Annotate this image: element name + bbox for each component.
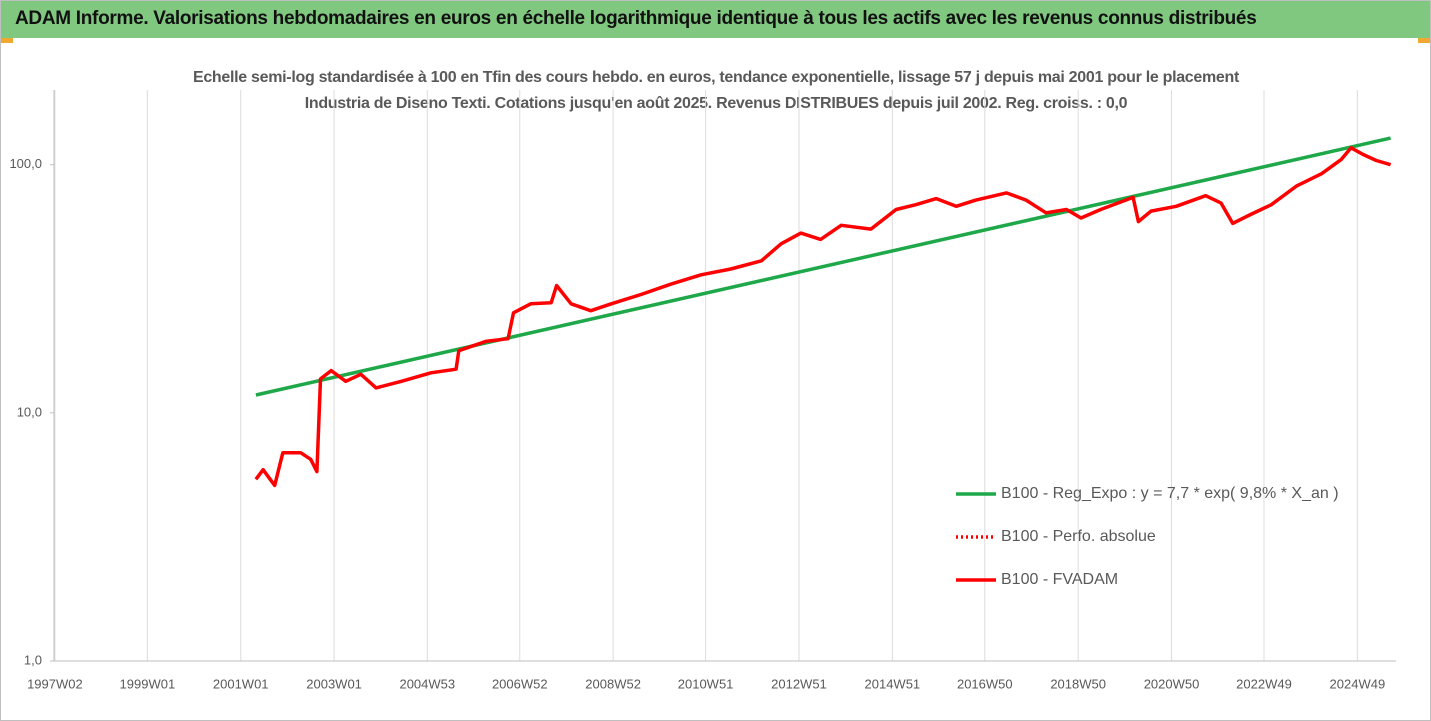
header-bar: ADAM Informe. Valorisations hebdomadaire… [1,1,1430,38]
x-tick-label: 2008W52 [585,676,641,691]
corner-mark [1418,38,1430,43]
y-tick-label: 1,0 [24,652,42,667]
x-tick-label: 2018W50 [1050,676,1106,691]
legend-label: B100 - FVADAM [1001,571,1118,588]
x-tick-label: 2001W01 [213,676,269,691]
x-tick-label: 2020W50 [1144,676,1200,691]
x-tick-label: 2024W49 [1330,676,1386,691]
chart-title: ADAM Informe. Valorisations hebdomadaire… [15,8,1257,29]
legend-label: B100 - Reg_Expo : y = 7,7 * exp( 9,8% * … [1001,485,1339,502]
corner-mark [1,38,13,43]
x-tick-label: 2010W51 [678,676,734,691]
x-tick-label: 2003W01 [306,676,362,691]
x-tick-label: 2016W50 [957,676,1013,691]
series-line [254,146,1392,488]
x-tick-label: 2004W53 [399,676,455,691]
x-tick-label: 2014W51 [865,676,921,691]
x-tick-label: 1997W02 [27,676,83,691]
chart-subtitle: Echelle semi-log standardisée à 100 en T… [192,69,1240,112]
y-tick-label: 10,0 [17,404,42,419]
y-tick-label: 100,0 [9,156,42,171]
x-tick-label: 2012W51 [771,676,827,691]
legend-label: B100 - Perfo. absolue [1001,528,1156,545]
x-tick-label: 2022W49 [1236,676,1292,691]
x-tick-label: 2006W52 [492,676,548,691]
series-line [255,136,1391,397]
x-tick-label: 1999W01 [120,676,176,691]
